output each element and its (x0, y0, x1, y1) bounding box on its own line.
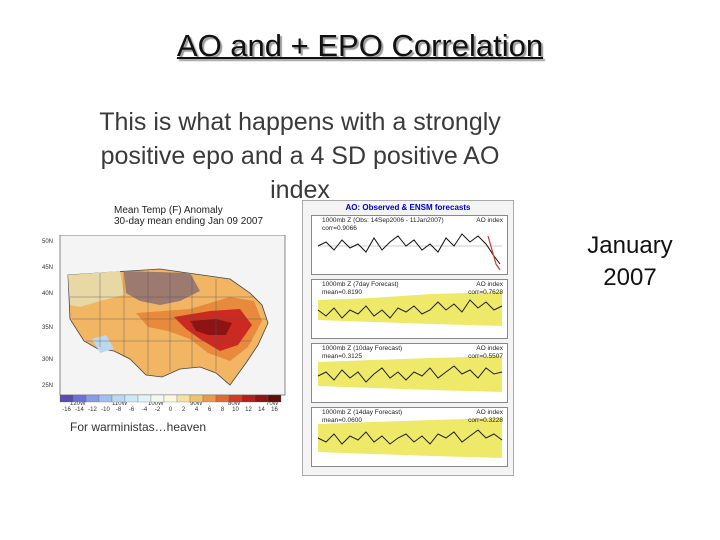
color-scale-bar: -16 -14 -12 -10 -8 -6 -4 -2 0 2 4 6 8 10 12 14 16 (59, 395, 282, 413)
lat-label: 25N (42, 383, 53, 389)
lon-label: 110W (112, 401, 128, 407)
scale-swatch (202, 395, 217, 403)
map-graphic: 50N 45N 40N 35N 30N 25N 120W 110W 100W 9… (42, 235, 286, 407)
scale-label: -16 (62, 407, 71, 413)
scale-label: -2 (155, 407, 161, 413)
side-label: January 2007 (587, 232, 673, 291)
scale-swatch (189, 395, 204, 403)
lat-label: 35N (42, 325, 53, 331)
scale-swatch (98, 395, 113, 403)
scale-swatch (241, 395, 256, 403)
lat-label: 40N (42, 291, 53, 297)
scale-swatch (267, 395, 282, 403)
ao-subplot: 1000mb Z (Obs: 14Sep2006 - 11Jan2007) AO… (311, 215, 508, 275)
ao-series-graphic (317, 356, 503, 392)
lat-label: 45N (42, 265, 53, 271)
scale-swatch (111, 395, 126, 403)
note-text: For warministas…heaven (70, 420, 207, 434)
scale-label: -6 (129, 407, 135, 413)
scale-label: 6 (208, 407, 212, 413)
lat-label: 50N (42, 239, 53, 245)
scale-label: 12 (245, 407, 252, 413)
scale-swatch (163, 395, 178, 403)
scale-label: 8 (221, 407, 225, 413)
lon-label: 120W (70, 401, 86, 407)
scale-label: 2 (182, 407, 186, 413)
temperature-anomaly-map: Mean Temp (F) Anomaly 30-day mean ending… (40, 205, 290, 445)
scale-swatch (124, 395, 139, 403)
scale-label: -10 (101, 407, 110, 413)
slide-title: AO and + EPO Correlation (176, 28, 544, 63)
ao-series-graphic (317, 418, 503, 458)
scale-label: -4 (142, 407, 148, 413)
lon-label: 80W (228, 401, 241, 407)
scale-swatch (150, 395, 165, 403)
lon-label: 100W (148, 401, 164, 407)
ao-series-graphic (317, 292, 503, 326)
scale-swatch (85, 395, 100, 403)
lon-label: 70W (266, 401, 279, 407)
lon-label: 90W (190, 401, 203, 407)
scale-label: -8 (116, 407, 122, 413)
scale-swatch (215, 395, 230, 403)
scale-label: 14 (258, 407, 265, 413)
scale-swatch (137, 395, 152, 403)
scale-swatch (72, 395, 87, 403)
lat-label: 30N (42, 357, 53, 363)
ao-forecast-panel: AO: Observed & ENSM forecasts 1000mb Z (… (302, 200, 514, 476)
scale-label: 16 (271, 407, 278, 413)
ao-subplot: 1000mb Z (14day Forecast) AO index mean=… (311, 407, 508, 467)
slide-caption: This is what happens with a strongly pos… (99, 108, 501, 204)
scale-label: -12 (88, 407, 97, 413)
scale-swatch (59, 395, 74, 403)
ao-panel-header: AO: Observed & ENSM forecasts (345, 203, 471, 212)
map-title: Mean Temp (F) Anomaly 30-day mean ending… (114, 205, 264, 227)
scale-swatch (254, 395, 269, 403)
ao-subplot: 1000mb Z (10day Forecast) AO index mean=… (311, 343, 508, 403)
scale-swatch (176, 395, 191, 403)
scale-label: 0 (169, 407, 173, 413)
ao-series-graphic (317, 233, 502, 271)
scale-swatch (228, 395, 243, 403)
scale-label: 4 (195, 407, 199, 413)
scale-label: 10 (232, 407, 239, 413)
scale-label: -14 (75, 407, 84, 413)
ao-subplot: 1000mb Z (7day Forecast) AO index mean=0… (311, 279, 508, 339)
